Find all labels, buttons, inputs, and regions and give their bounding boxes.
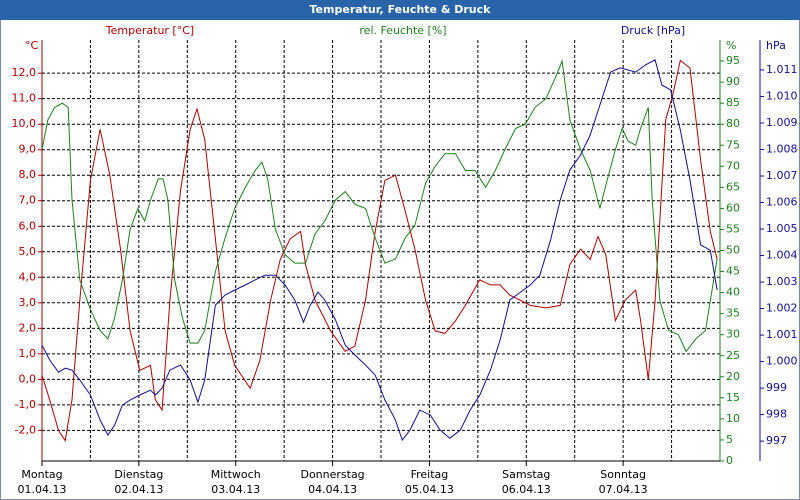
y-tick-label: 85 [726,96,740,109]
y-tick-label: 2,0 [19,321,37,334]
y-tick-label: 0,0 [19,372,37,385]
legend-label: Temperatur [°C] [105,24,194,37]
data-line [41,59,718,353]
y-tick-label: 1,0 [19,347,37,360]
x-tick-label: Samstag [502,468,550,481]
axis-unit: °C [25,39,39,52]
y-tick-label: 8,0 [19,168,37,181]
y-tick-label: 65 [726,180,740,193]
x-tick-label: Mittwoch [211,468,261,481]
axis-unit: % [726,39,736,52]
y-tick-label: 12,0 [12,66,37,79]
y-tick-label: 70 [726,159,740,172]
y-tick-label: 7,0 [19,194,37,207]
y-tick-label: 1.007 [766,169,798,182]
y-tick-label: 998 [766,408,787,421]
axis-unit: hPa [766,39,786,52]
y-tick-label: 6,0 [19,219,37,232]
x-tick-label: Donnerstag [300,468,364,481]
y-tick-label: 1.011 [766,63,798,76]
y-tick-label: 35 [726,307,740,320]
y-tick-label: 999 [766,381,787,394]
y-tick-label: 4,0 [19,270,37,283]
y-tick-label: 1.002 [766,302,798,315]
x-tick-date: 02.04.13 [114,483,163,496]
legend-label: rel. Feuchte [%] [359,24,446,37]
y-tick-label: 40 [726,286,740,299]
y-tick-label: 5 [726,433,733,446]
y-tick-label: 1.003 [766,275,798,288]
y-tick-label: 50 [726,244,740,257]
data-line [41,59,718,442]
y-tick-label: -1,0 [15,398,36,411]
y-tick-label: 3,0 [19,296,37,309]
y-tick-label: 25 [726,349,740,362]
y-tick-label: 1.001 [766,328,798,341]
x-tick-label: Montag [21,468,62,481]
y-tick-label: 45 [726,265,740,278]
y-tick-label: 0 [726,454,733,467]
x-tick-date: 03.04.13 [211,483,260,496]
y-tick-label: 90 [726,75,740,88]
y-tick-label: 15 [726,391,740,404]
y-tick-label: 1.010 [766,89,798,102]
y-tick-label: 80 [726,117,740,130]
y-tick-label: 95 [726,54,740,67]
x-tick-label: Sonntag [600,468,646,481]
x-tick-label: Freitag [411,468,449,481]
y-tick-label: 1.005 [766,222,798,235]
y-tick-label: 75 [726,138,740,151]
y-tick-label: 10,0 [12,117,37,130]
x-tick-label: Dienstag [114,468,163,481]
y-tick-label: 1.008 [766,142,798,155]
title-bar [0,0,800,20]
y-tick-label: 11,0 [12,92,37,105]
y-tick-label: 5,0 [19,245,37,258]
x-tick-date: 05.04.13 [405,483,454,496]
y-tick-label: 20 [726,370,740,383]
y-tick-label: 1.006 [766,196,798,209]
chart-title: Temperatur, Feuchte & Druck [310,3,492,16]
y-tick-label: 1.000 [766,355,798,368]
y-tick-label: 30 [726,328,740,341]
y-tick-label: 997 [766,434,787,447]
legend-label: Druck [hPa] [621,24,685,37]
x-tick-date: 01.04.13 [18,483,67,496]
y-tick-label: 10 [726,412,740,425]
x-tick-date: 04.04.13 [308,483,357,496]
y-tick-label: 9,0 [19,143,37,156]
x-tick-date: 06.04.13 [502,483,551,496]
y-tick-label: 55 [726,222,740,235]
y-tick-label: -2,0 [15,423,36,436]
data-line [41,59,718,442]
x-tick-date: 07.04.13 [599,483,648,496]
y-tick-label: 1.009 [766,116,798,129]
y-tick-label: 60 [726,201,740,214]
y-tick-label: 1.004 [766,249,798,262]
